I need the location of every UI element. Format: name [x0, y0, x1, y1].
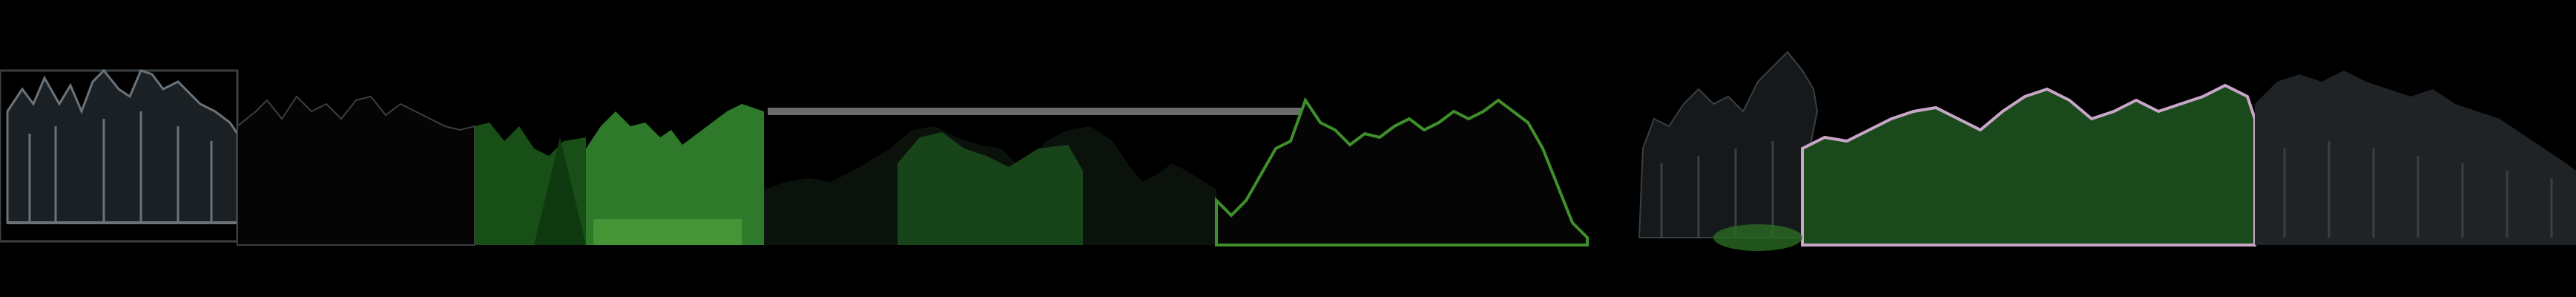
panel-gray-outline-conifers: [0, 68, 239, 243]
panel-pink-edged-green: [1713, 83, 2256, 251]
tree-trunks: [28, 111, 213, 223]
tree-silhouette: [6, 68, 239, 224]
panel-sparse-dark-conifers: [1638, 50, 1819, 238]
tree-bright: [586, 104, 764, 245]
foreground-shrub: [1713, 224, 1802, 251]
panel-green-edged-black: [1215, 97, 1589, 247]
tree-silhouette: [237, 95, 475, 246]
bush-green: [897, 132, 1083, 245]
panel-gray-mixed-forest: [2255, 71, 2576, 245]
forest-silhouette: [2255, 71, 2576, 245]
tree-trunks: [2283, 141, 2553, 238]
panel-green-conifers: [475, 104, 764, 245]
treeline-edge: [1215, 97, 1589, 247]
undergrowth: [593, 219, 742, 245]
panel-dark-bushes: [764, 108, 1309, 245]
panel-black-conifers: [237, 95, 475, 246]
top-bar: [768, 108, 1309, 115]
tree-trunks: [1660, 141, 1774, 238]
conifer: [534, 137, 586, 245]
forest-canopy: [1801, 83, 2256, 247]
